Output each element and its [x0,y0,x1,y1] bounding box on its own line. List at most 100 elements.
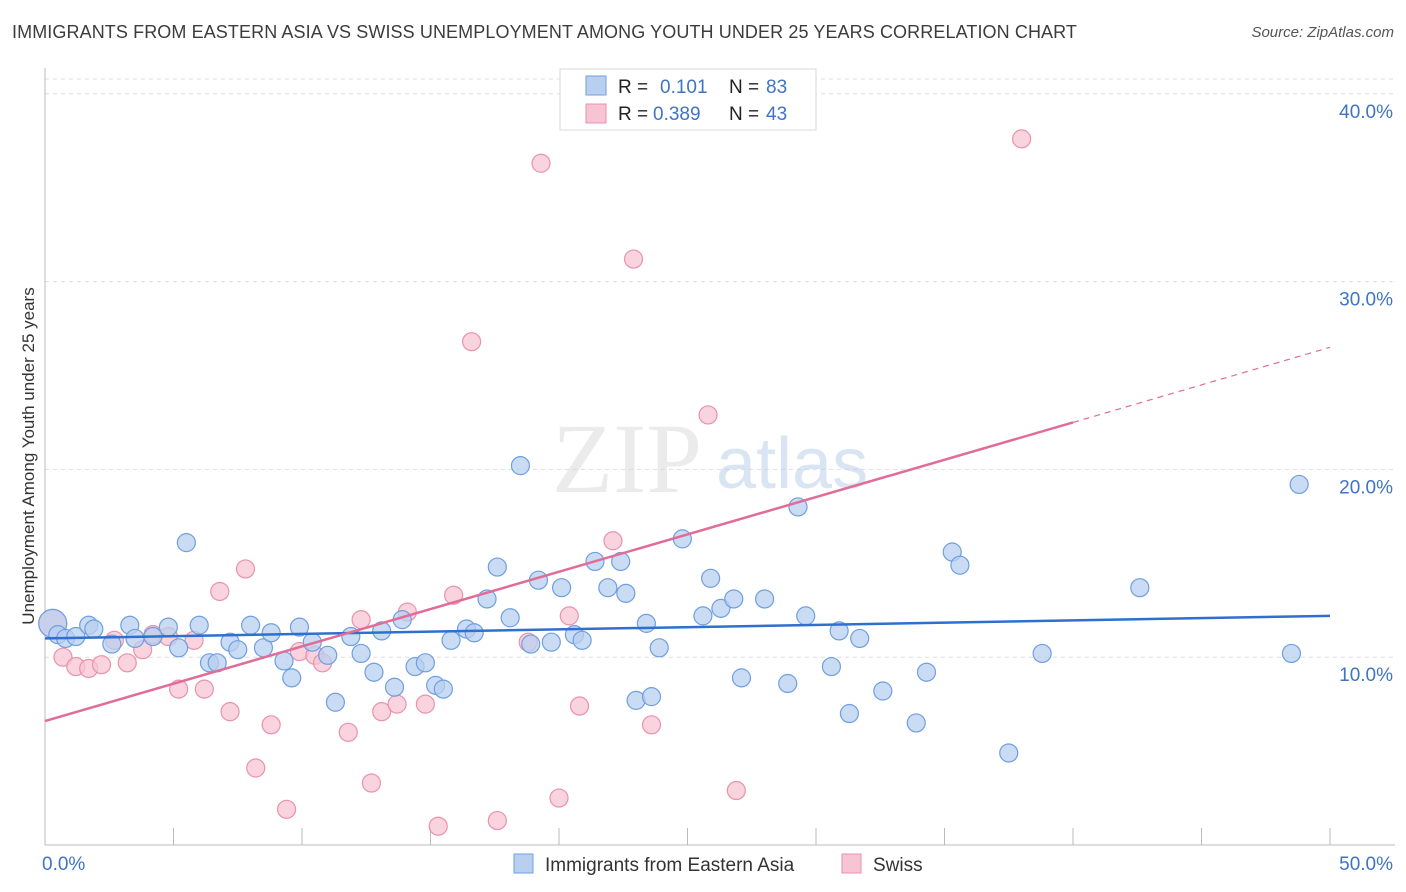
swiss-point [603,531,623,551]
x-tick-label: 50.0% [1339,854,1393,875]
eastern-asia-point [289,617,310,637]
y-tick-label: 10.0% [1339,665,1393,686]
eastern-asia-point [189,615,209,635]
series-legend-label-blue: Immigrants from Eastern Asia [545,855,795,876]
swiss-trend-extension [1072,346,1331,424]
eastern-asia-point [351,643,371,664]
eastern-asia-point [778,673,798,694]
swiss-point [351,610,371,630]
eastern-asia-point [125,628,145,649]
series-legend-label-pink: Swiss [873,855,923,876]
eastern-asia-point [372,621,392,641]
eastern-asia-point [228,640,248,660]
eastern-asia-point [241,615,261,635]
swiss-points [38,129,1032,836]
y-tick-label: 20.0% [1339,477,1393,498]
eastern-asia-point [839,703,860,724]
swiss-point [1011,129,1032,149]
swiss-point [387,694,407,714]
eastern-asia-point [487,557,507,577]
legend-r-label-1: R = [618,77,648,98]
swiss-point [428,816,448,836]
eastern-asia-point [415,653,435,673]
eastern-asia-point [500,608,520,628]
eastern-asia-point [1032,643,1052,664]
eastern-asia-point [873,681,893,701]
swiss-point [194,679,214,699]
eastern-asia-point [158,617,178,637]
legend-n-label-1: N = [729,77,759,98]
eastern-asia-point [441,630,461,650]
eastern-asia-point [754,589,775,609]
y-tick-label: 40.0% [1339,102,1393,123]
eastern-asia-point [693,606,713,626]
legend-n-label-2: N = [729,104,759,125]
tick-labels: 10.0% 20.0% 30.0% 40.0% 0.0% 50.0% [42,102,1393,875]
swiss-point [641,715,662,735]
swiss-point [261,715,281,735]
series-legend-swatch-blue [513,853,534,874]
swiss-point [276,799,297,819]
legend-r-value-1: 0.101 [660,77,708,98]
swiss-point [698,405,718,425]
eastern-asia-point [821,656,842,677]
swiss-point [372,702,392,722]
eastern-asia-point [464,623,484,643]
axes [44,68,1395,846]
legend-swatch-pink [585,103,607,124]
eastern-asia-point [1130,578,1150,598]
eastern-asia-point [616,583,636,603]
swiss-point [246,758,266,778]
chart-title: IMMIGRANTS FROM EASTERN ASIA VS SWISS UN… [12,22,1078,42]
eastern-asia-point [521,634,541,654]
eastern-asia-point [796,606,816,626]
eastern-asia-point [84,619,104,639]
eastern-asia-point [598,578,618,598]
legend-r-value-2: 0.389 [653,104,701,125]
trend-lines [44,346,1331,723]
eastern-asia-point [641,687,662,707]
swiss-point [559,606,579,626]
y-axis-label: Unemployment Among Youth under 25 years [19,287,38,624]
eastern-asia-point [176,533,196,553]
eastern-asia-point [325,692,346,712]
eastern-asia-point [649,638,669,658]
swiss-trend-line [44,421,1074,723]
swiss-point [444,585,464,605]
eastern-asia-point [261,623,281,643]
swiss-point [569,696,590,716]
eastern-asia-point [916,662,937,682]
eastern-asia-point [282,668,302,688]
x-tick-label: 0.0% [42,854,85,875]
legend-n-value-1: 83 [766,77,787,98]
eastern-asia-point [611,551,631,572]
eastern-asia-point [906,713,926,733]
eastern-asia-point [102,634,122,654]
eastern-asia-point [551,578,572,598]
legend-n-value-2: 43 [766,104,787,125]
eastern-asia-point [829,621,849,641]
swiss-point [361,773,381,793]
series-legend-swatch-pink [841,853,862,874]
eastern-asia-point [318,645,338,665]
swiss-point [623,249,644,269]
y-tick-label: 30.0% [1339,290,1393,311]
swiss-point [338,722,358,742]
eastern-asia-point [701,568,721,588]
swiss-point [235,559,256,579]
eastern-asia-point [1289,474,1309,495]
eastern-asia-point [724,589,744,609]
legend-swatch-blue [585,75,607,96]
eastern-asia-point [711,598,731,618]
eastern-asia-point [850,628,870,649]
watermark: ZIP atlas [552,403,868,514]
eastern-asia-point [384,677,405,697]
eastern-asia-point [950,555,970,575]
correlation-legend: R = 0.101 N = 83 R = 0.389 N = 43 [559,68,817,131]
swiss-point [91,655,112,675]
swiss-point [415,694,435,714]
eastern-asia-point [999,743,1019,763]
swiss-point [117,653,137,673]
swiss-point [220,702,240,722]
